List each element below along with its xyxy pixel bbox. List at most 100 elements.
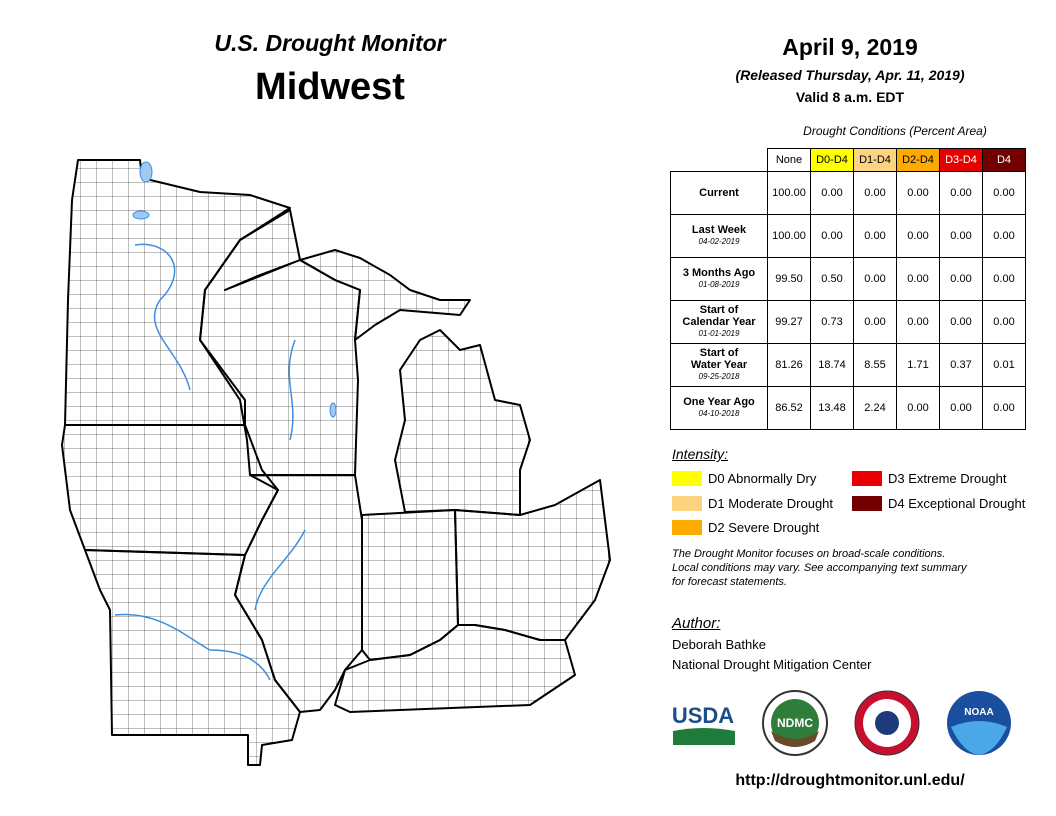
cell: 99.50 (767, 257, 811, 301)
rivers (114, 243, 306, 681)
header-row: None D0-D4 D1-D4 D2-D4 D3-D4 D4 (671, 148, 1026, 172)
table-row: Current 100.00 0.00 0.00 0.00 0.00 0.00 (670, 171, 1026, 215)
legend-item: D0 Abnormally Dry (672, 471, 816, 486)
row-label: Start of Calendar Year 01-01-2019 (670, 300, 768, 344)
row-label: Last Week 04-02-2019 (670, 214, 768, 258)
cell: 0.50 (810, 257, 854, 301)
cell: 18.74 (810, 343, 854, 387)
author-name: Deborah Bathke (672, 637, 766, 652)
row-date: 01-08-2019 (698, 280, 740, 289)
cell: 0.00 (939, 386, 983, 430)
row-label-line: Last Week (691, 224, 747, 236)
row-label-line: Current (699, 187, 739, 199)
legend-label: D2 Severe Drought (708, 520, 820, 535)
lake (329, 402, 337, 418)
cell: 0.00 (810, 171, 854, 215)
cell: 1.71 (896, 343, 940, 387)
cell: 13.48 (810, 386, 854, 430)
river (134, 243, 191, 391)
table-row: Last Week 04-02-2019 100.00 0.00 0.00 0.00 0.0… (670, 214, 1026, 258)
url: http://droughtmonitor.unl.edu/ (735, 772, 965, 789)
logo-text: NDMC (777, 716, 813, 730)
table-row: 3 Months Ago 01-08-2019 99.50 0.50 0.00 0.00 0… (670, 257, 1026, 301)
table-row: Start of Water Year 09-25-2018 81.26 18.74 8.… (670, 343, 1026, 387)
cell: 0.00 (896, 300, 940, 344)
logo-text: USDA (672, 703, 734, 728)
cell: 0.00 (982, 257, 1026, 301)
table-row: One Year Ago 04-10-2018 86.52 13.48 2.24 0.00… (670, 386, 1026, 430)
cell: 8.55 (853, 343, 897, 387)
river (288, 339, 296, 441)
row-label-line: One Year Ago (683, 396, 755, 408)
row-date: 01-01-2019 (698, 329, 740, 338)
corner (671, 149, 768, 172)
intensity-title: Intensity: (672, 446, 729, 462)
cell: 0.00 (939, 171, 983, 215)
date: April 9, 2019 (782, 34, 918, 60)
row-label: Start of Water Year 09-25-2018 (670, 343, 768, 387)
legend-item: D1 Moderate Drought (672, 496, 833, 511)
row-label: 3 Months Ago 01-08-2019 (670, 257, 768, 301)
logo-text: NOAA (964, 707, 993, 718)
legend-swatch (672, 496, 702, 511)
row-date: 04-02-2019 (698, 237, 740, 246)
logos: USDA NDMC NOAA (672, 690, 1011, 756)
states (61, 159, 611, 766)
row-label-line: Water Year (690, 359, 748, 371)
row-label-line: 3 Months Ago (682, 267, 756, 279)
state (224, 249, 471, 341)
released: (Released Thursday, Apr. 11, 2019) (735, 67, 965, 83)
cell: 0.00 (939, 214, 983, 258)
cell: 0.00 (982, 386, 1026, 430)
column-header: D0-D4 (810, 148, 854, 172)
cell: 0.00 (939, 300, 983, 344)
lakes (132, 161, 337, 418)
cell: 0.00 (982, 171, 1026, 215)
cell: 2.24 (853, 386, 897, 430)
cell: 0.00 (896, 257, 940, 301)
legend-label: D4 Exceptional Drought (888, 496, 1026, 511)
row-label: Current (670, 171, 768, 215)
legend-label: D0 Abnormally Dry (708, 471, 817, 486)
lake (139, 161, 153, 183)
row-label-line: Start of (699, 347, 739, 359)
legend-label: D1 Moderate Drought (708, 496, 834, 511)
legend-swatch (852, 496, 882, 511)
note-line: for forecast statements. (672, 576, 787, 588)
region: Midwest (255, 66, 405, 108)
column-header: None (767, 148, 811, 172)
cell: 0.00 (853, 214, 897, 258)
state (61, 424, 279, 556)
note-line: The Drought Monitor focuses on broad-sca… (672, 548, 946, 560)
column-header: D3-D4 (939, 148, 983, 172)
row-label-line: Start of (699, 304, 739, 316)
cell: 0.00 (982, 300, 1026, 344)
cell: 100.00 (767, 214, 811, 258)
cell: 0.00 (853, 171, 897, 215)
cell: 0.73 (810, 300, 854, 344)
map (61, 159, 611, 766)
cell: 81.26 (767, 343, 811, 387)
row-date: 04-10-2018 (698, 409, 740, 418)
cell: 99.27 (767, 300, 811, 344)
valid: Valid 8 a.m. EDT (795, 89, 905, 105)
legend-swatch (672, 520, 702, 535)
legend-label: D3 Extreme Drought (888, 471, 1007, 486)
ndmc-logo: NDMC (762, 690, 828, 756)
row-date: 09-25-2018 (698, 372, 740, 381)
cell: 86.52 (767, 386, 811, 430)
usda-logo: USDA (672, 703, 735, 745)
table-row: Start of Calendar Year 01-01-2019 99.27 0.73… (670, 300, 1026, 344)
column-header: D4 (982, 148, 1026, 172)
legend-item: D3 Extreme Drought (852, 471, 1007, 486)
cell: 100.00 (767, 171, 811, 215)
state (334, 624, 576, 713)
state (394, 329, 531, 516)
river (254, 529, 306, 611)
cell: 0.00 (810, 214, 854, 258)
author-label: Author: (672, 615, 721, 632)
note-line: Local conditions may vary. See accompany… (672, 562, 967, 574)
cell: 0.01 (982, 343, 1026, 387)
cell: 0.00 (896, 386, 940, 430)
